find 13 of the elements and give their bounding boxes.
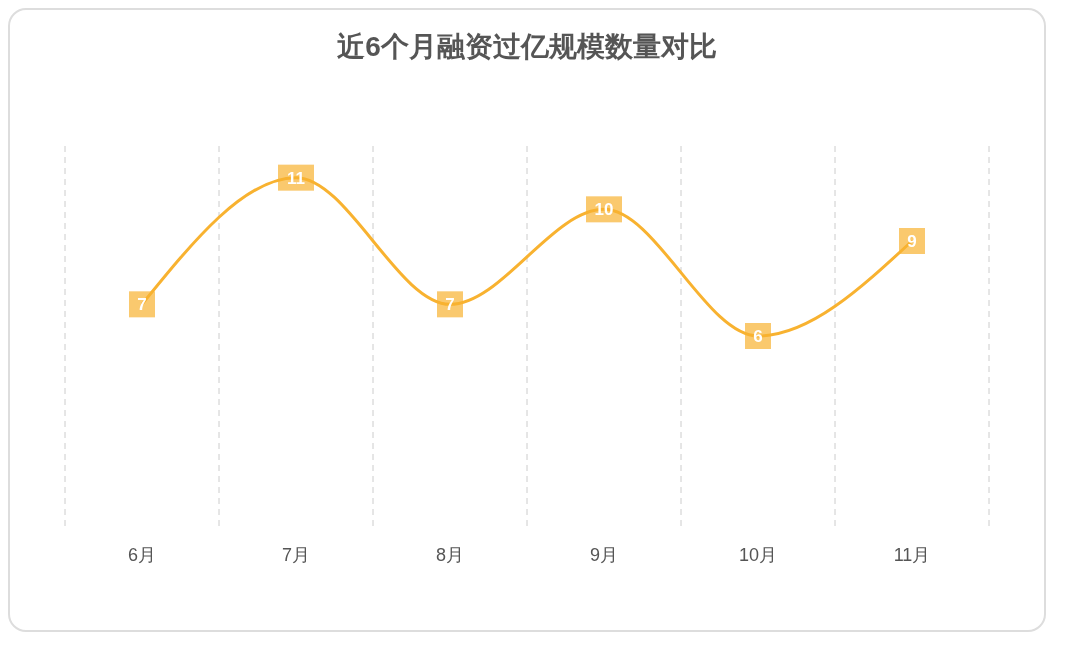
x-tick-label: 10月 (738, 544, 778, 565)
data-label: 11 (287, 168, 305, 188)
chart-title: 近6个月融资过亿规模数量对比 (336, 30, 718, 64)
x-tick-label: 11月 (893, 544, 931, 565)
data-label: 6 (753, 326, 763, 346)
data-label: 10 (594, 200, 614, 220)
x-tick-label: 9月 (589, 544, 619, 565)
data-label: 9 (907, 231, 917, 251)
x-tick-label: 8月 (435, 544, 465, 565)
x-tick-label: 6月 (127, 544, 157, 565)
data-label: 7 (445, 295, 455, 315)
data-label: 7 (137, 295, 147, 315)
x-tick-label: 7月 (281, 544, 311, 565)
